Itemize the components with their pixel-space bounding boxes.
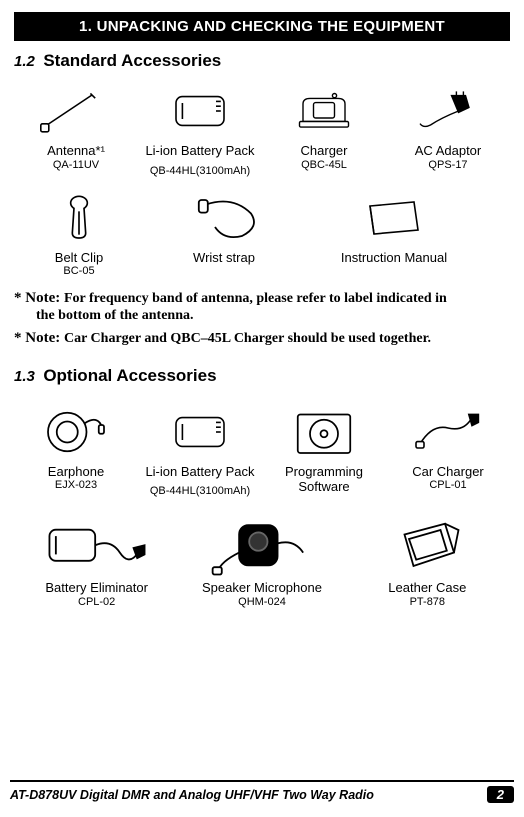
manual-label: Instruction Manual <box>324 250 464 266</box>
car-charger-sublabel: CPL-01 <box>388 479 507 492</box>
wrist-strap-label: Wrist strap <box>164 250 284 266</box>
item-speaker-mic: Speaker Microphone QHM-024 <box>183 516 342 609</box>
section-2-title: Optional Accessories <box>43 366 216 385</box>
item-antenna: Antenna*¹ QA-11UV <box>16 79 135 178</box>
speaker-mic-label: Speaker Microphone <box>183 580 342 596</box>
earphone-label: Earphone <box>16 464 135 480</box>
manual-icon <box>324 186 464 250</box>
battery-sublabel: QB-44HL(3100mAh) <box>140 165 259 178</box>
optional-accessories-row-1: Earphone EJX-023 Li-ion Battery Pack QB-… <box>14 400 510 499</box>
item-leather-case: Leather Case PT-878 <box>348 516 507 609</box>
ac-adaptor-icon <box>388 79 507 143</box>
section-2-heading: 1.3 Optional Accessories <box>14 366 510 386</box>
note-1-body-b: the bottom of the antenna. <box>14 307 510 325</box>
charger-sublabel: QBC-45L <box>264 159 383 172</box>
item-charger: Charger QBC-45L <box>264 79 383 178</box>
page-number: 2 <box>487 786 514 803</box>
note-1: * Note: For frequency band of antenna, p… <box>14 289 510 325</box>
earphone-icon <box>16 400 135 464</box>
item-belt-clip: Belt Clip BC-05 <box>34 186 124 279</box>
earphone-sublabel: EJX-023 <box>16 479 135 492</box>
leather-case-sublabel: PT-878 <box>348 596 507 609</box>
battery-eliminator-label: Battery Eliminator <box>17 580 176 596</box>
note-1-head: * Note: <box>14 290 64 306</box>
item-software: Programming Software <box>264 400 383 499</box>
antenna-sublabel: QA-11UV <box>16 159 135 172</box>
opt-battery-sublabel: QB-44HL(3100mAh) <box>140 485 259 498</box>
section-1-title: Standard Accessories <box>43 51 221 70</box>
footer-rule <box>10 780 514 782</box>
belt-clip-label: Belt Clip <box>34 250 124 266</box>
car-charger-icon <box>388 400 507 464</box>
charger-label: Charger <box>264 143 383 159</box>
software-icon <box>264 400 383 464</box>
note-2-body: Car Charger and QBC–45L Charger should b… <box>64 331 431 346</box>
antenna-icon <box>16 79 135 143</box>
ac-adaptor-label: AC Adaptor <box>388 143 507 159</box>
leather-case-label: Leather Case <box>348 580 507 596</box>
belt-clip-icon <box>34 186 124 250</box>
battery-eliminator-sublabel: CPL-02 <box>17 596 176 609</box>
footer-text: AT-D878UV Digital DMR and Analog UHF/VHF… <box>10 788 374 802</box>
item-wrist-strap: Wrist strap <box>164 186 284 279</box>
standard-accessories-row-2: Belt Clip BC-05 Wrist strap Instruction … <box>14 186 510 279</box>
car-charger-label: Car Charger <box>388 464 507 480</box>
item-car-charger: Car Charger CPL-01 <box>388 400 507 499</box>
speaker-mic-sublabel: QHM-024 <box>183 596 342 609</box>
optional-accessories-row-2: Battery Eliminator CPL-02 Speaker Microp… <box>14 516 510 609</box>
item-manual: Instruction Manual <box>324 186 464 279</box>
note-2: * Note: Car Charger and QBC–45L Charger … <box>14 329 510 348</box>
standard-accessories-row-1: Antenna*¹ QA-11UV Li-ion Battery Pack QB… <box>14 79 510 178</box>
item-battery-eliminator: Battery Eliminator CPL-02 <box>17 516 176 609</box>
charger-icon <box>264 79 383 143</box>
item-earphone: Earphone EJX-023 <box>16 400 135 499</box>
note-1-body-a: For frequency band of antenna, please re… <box>64 291 447 306</box>
section-2-num: 1.3 <box>14 368 35 385</box>
battery-icon <box>140 79 259 143</box>
belt-clip-sublabel: BC-05 <box>34 265 124 278</box>
software-label: Programming <box>264 464 383 480</box>
page-footer: AT-D878UV Digital DMR and Analog UHF/VHF… <box>10 780 514 803</box>
opt-battery-icon <box>140 400 259 464</box>
chapter-banner: 1. UNPACKING AND CHECKING THE EQUIPMENT <box>14 12 510 41</box>
antenna-label: Antenna*¹ <box>16 143 135 159</box>
battery-eliminator-icon <box>17 516 176 580</box>
section-1-num: 1.2 <box>14 53 35 70</box>
software-sublabel: Software <box>264 479 383 495</box>
battery-label: Li-ion Battery Pack <box>140 143 259 159</box>
speaker-mic-icon <box>183 516 342 580</box>
section-1-heading: 1.2 Standard Accessories <box>14 51 510 71</box>
item-opt-battery: Li-ion Battery Pack QB-44HL(3100mAh) <box>140 400 259 499</box>
item-ac-adaptor: AC Adaptor QPS-17 <box>388 79 507 178</box>
item-battery: Li-ion Battery Pack QB-44HL(3100mAh) <box>140 79 259 178</box>
wrist-strap-icon <box>164 186 284 250</box>
opt-battery-label: Li-ion Battery Pack <box>140 464 259 480</box>
leather-case-icon <box>348 516 507 580</box>
ac-adaptor-sublabel: QPS-17 <box>388 159 507 172</box>
note-2-head: * Note: <box>14 330 64 346</box>
